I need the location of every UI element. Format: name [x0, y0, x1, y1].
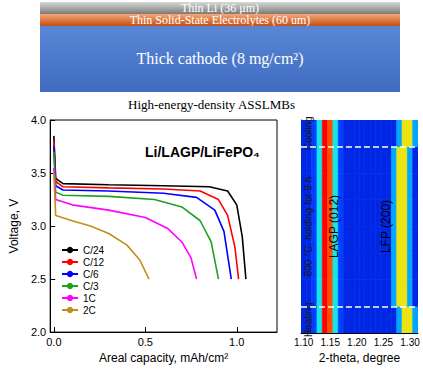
svg-text:C/12: C/12: [83, 257, 105, 268]
svg-text:1.15: 1.15: [321, 337, 341, 348]
svg-text:1.10: 1.10: [294, 337, 314, 348]
svg-text:3.0: 3.0: [31, 220, 46, 232]
svg-text:C/6: C/6: [83, 269, 99, 280]
svg-text:LFP (200): LFP (200): [379, 200, 393, 253]
html-text:Thin Solid-State Electrolytes: Thin Solid-State Electrolytes (60 um): [129, 13, 311, 27]
svg-text:LAGP (012): LAGP (012): [327, 195, 341, 258]
svg-text:0.5: 0.5: [138, 336, 153, 348]
svg-text:Li/LAGP/LiFePO₄: Li/LAGP/LiFePO₄: [145, 144, 260, 160]
svg-text:1.20: 1.20: [347, 337, 367, 348]
svg-text:3.5: 3.5: [31, 167, 46, 179]
svg-text:2.5: 2.5: [31, 273, 46, 285]
svg-text:C/3: C/3: [83, 281, 99, 292]
svg-text:1.25: 1.25: [374, 337, 394, 348]
svg-text:Heating: Heating: [302, 302, 314, 337]
svg-text:1.30: 1.30: [400, 337, 420, 348]
svg-text:2.0: 2.0: [31, 326, 46, 338]
svg-text:C/24: C/24: [83, 245, 105, 256]
svg-text:2-theta, degree: 2-theta, degree: [319, 351, 401, 365]
html-text:High-energy-density ASSLMBs: High-energy-density ASSLMBs: [128, 97, 295, 112]
svg-text:4.0: 4.0: [31, 114, 46, 126]
svg-text:1C: 1C: [83, 293, 96, 304]
svg-text:0.0: 0.0: [46, 336, 61, 348]
svg-text:Cooling: Cooling: [303, 116, 314, 150]
svg-text:1.0: 1.0: [229, 336, 244, 348]
svg-text:Areal capacity, mAh/cm²: Areal capacity, mAh/cm²: [99, 351, 228, 365]
svg-text:2C: 2C: [83, 305, 96, 316]
html-text:Thick cathode (8 mg/cm²): Thick cathode (8 mg/cm²): [136, 50, 304, 67]
svg-text:800 °C, holding for 9 h: 800 °C, holding for 9 h: [303, 177, 314, 277]
svg-text:Voltage, V: Voltage, V: [7, 199, 21, 254]
html-text:Thin Li (36 μm): Thin Li (36 μm): [181, 1, 259, 15]
